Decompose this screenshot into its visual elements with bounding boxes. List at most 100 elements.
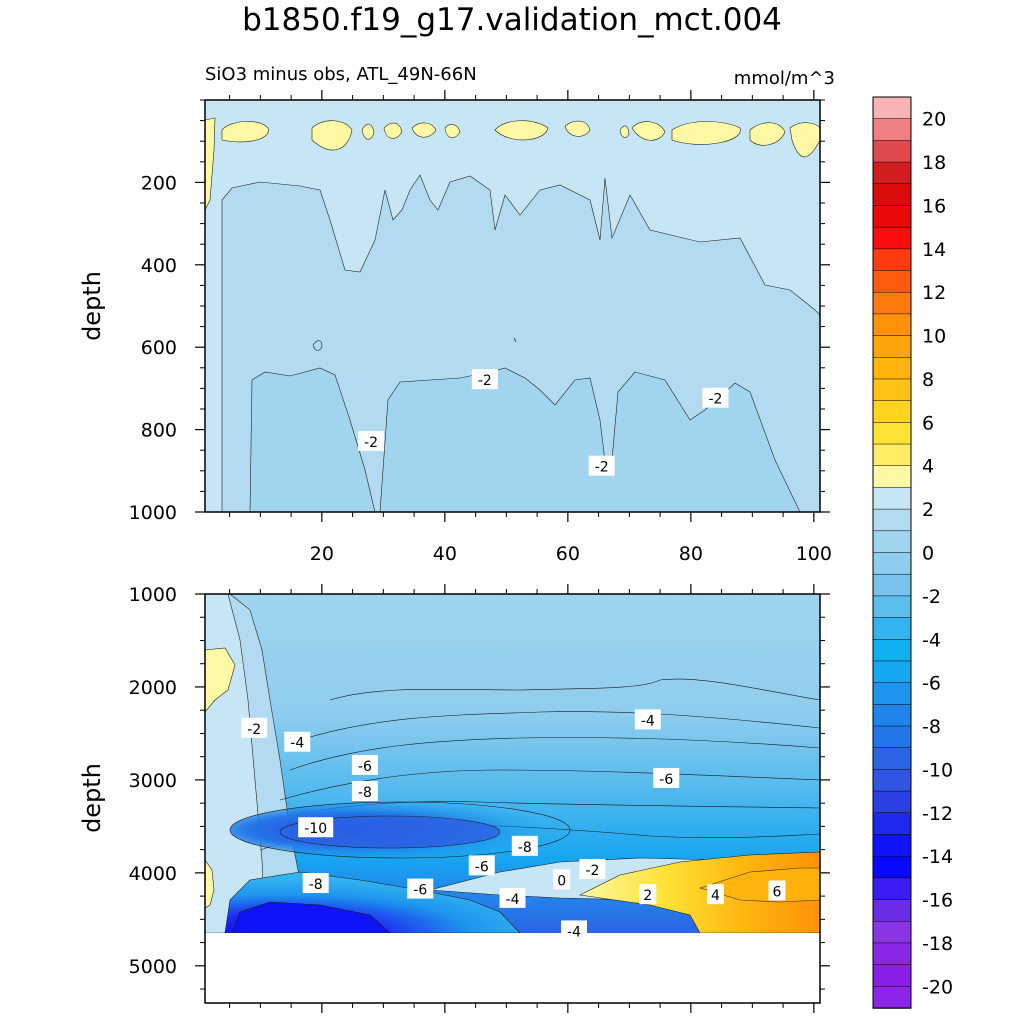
lower-west-yellow-2 [205, 859, 215, 909]
colorbar-swatch [872, 617, 912, 641]
colorbar-label: 14 [922, 239, 946, 261]
contour-label: 6 [768, 880, 786, 901]
x-tick-label: 60 [556, 543, 580, 565]
colorbar-swatch [872, 205, 912, 228]
colorbar-swatch [872, 877, 912, 901]
upper-region-minus2 [249, 367, 801, 512]
y-tick-label: 600 [141, 337, 177, 359]
svg-text:-8: -8 [309, 877, 323, 893]
colorbar-swatch [872, 400, 912, 424]
y-tick-label: 200 [141, 172, 177, 194]
svg-text:-4: -4 [506, 892, 520, 908]
colorbar-swatch [872, 335, 912, 359]
colorbar-swatch [872, 291, 912, 315]
y-tick-label: 4000 [129, 863, 177, 885]
upper-panel [205, 100, 820, 512]
units-label: mmol/m^3 [733, 68, 835, 89]
colorbar-swatch [872, 725, 912, 749]
colorbar-swatch [872, 270, 912, 293]
colorbar-swatch [872, 248, 912, 272]
colorbar-label: 20 [922, 109, 946, 131]
lower-axes: 1000 2000 3000 4000 5000 depth [78, 584, 830, 1013]
x-tick-label: 80 [679, 543, 703, 565]
colorbar-swatch [872, 465, 912, 489]
lower-plot-frame [204, 593, 821, 1004]
contour-label: -4 [561, 920, 587, 941]
colorbar-swatch [872, 530, 912, 554]
colorbar-swatch [872, 357, 912, 380]
colorbar-label: 16 [922, 195, 946, 217]
contour-label: -2 [702, 387, 729, 408]
colorbar-swatch [872, 986, 912, 1009]
colorbar-swatch [872, 920, 912, 944]
contour-label: -6 [653, 767, 680, 788]
svg-text:2: 2 [643, 888, 652, 904]
colorbar-swatch [872, 682, 912, 706]
colorbar-swatch [872, 378, 912, 402]
lower-contour-labels: -2 -4 -6 -8 -10 -8 -6 -4 -6 -8 -6 -4 0 -2 2 4 6 -4 [241, 709, 786, 941]
contour-label: -6 [468, 855, 495, 876]
colorbar-label: -8 [922, 716, 941, 738]
colorbar-swatch [872, 595, 912, 619]
contour-label: -4 [499, 887, 526, 908]
colorbar-swatch [872, 834, 912, 857]
colorbar-swatch [872, 660, 912, 684]
upper-positive-patches [205, 117, 820, 211]
colorbar-label: 12 [922, 282, 946, 304]
colorbar-label: 2 [922, 499, 934, 521]
svg-text:0: 0 [557, 873, 566, 889]
contour-label: -2 [471, 369, 498, 390]
colorbar-swatch [872, 313, 912, 337]
svg-text:-2: -2 [247, 722, 261, 738]
colorbar-swatch [872, 855, 912, 879]
contour-label: -8 [302, 873, 329, 894]
colorbar-frame [872, 96, 912, 1009]
colorbar-swatch [872, 96, 912, 120]
svg-text:-2: -2 [595, 460, 609, 476]
lower-west-yellow [205, 647, 236, 713]
y-tick-label: 3000 [129, 770, 177, 792]
colorbar-swatch [872, 942, 912, 966]
colorbar-label: -2 [922, 586, 941, 608]
contour-label: -2 [358, 430, 385, 451]
upper-axes: 20 40 60 80 100 200 400 600 800 1000 depth [78, 90, 832, 565]
svg-text:-8: -8 [358, 785, 372, 801]
colorbar-swatch [872, 487, 912, 510]
svg-text:-10: -10 [304, 821, 327, 837]
colorbar-label: -16 [922, 890, 953, 912]
y-tick-label: 800 [141, 420, 177, 442]
colorbar-swatch [872, 508, 912, 532]
contour-label: -6 [351, 754, 378, 775]
colorbar-label: -10 [922, 759, 953, 781]
colorbar-label: -14 [922, 846, 953, 868]
upper-small-contour-2 [513, 337, 517, 343]
y-axis-label: depth [78, 763, 106, 833]
svg-text:-8: -8 [518, 840, 532, 856]
lower-panel [205, 594, 820, 1003]
upper-contour-labels: -2 -2 -2 -2 [358, 369, 729, 476]
svg-text:-2: -2 [478, 373, 492, 389]
svg-text:-4: -4 [641, 713, 655, 729]
y-tick-label: 1000 [129, 584, 177, 606]
colorbar-swatch [872, 443, 912, 467]
contour-label: 2 [639, 884, 657, 905]
colorbar-swatch [872, 118, 912, 142]
svg-text:6: 6 [772, 884, 781, 900]
colorbar-label: 18 [922, 152, 946, 174]
svg-text:-6: -6 [475, 859, 489, 875]
colorbar-swatch [872, 704, 912, 727]
svg-text:-6: -6 [413, 883, 427, 899]
colorbar-label: -6 [922, 673, 941, 695]
contour-label: 0 [553, 869, 571, 890]
colorbar-swatch [872, 790, 912, 814]
colorbar-swatch [872, 183, 912, 207]
colorbar-label: 6 [922, 412, 934, 434]
contour-label: -8 [351, 780, 378, 801]
colorbar: 20181614121086420-2-4-6-8-10-12-14-16-18… [872, 96, 953, 1009]
colorbar-swatch [872, 964, 912, 988]
lower-east-positive-inner [698, 867, 820, 903]
svg-text:-4: -4 [290, 736, 304, 752]
contour-label: -8 [511, 835, 538, 856]
colorbar-label: -20 [922, 976, 953, 998]
